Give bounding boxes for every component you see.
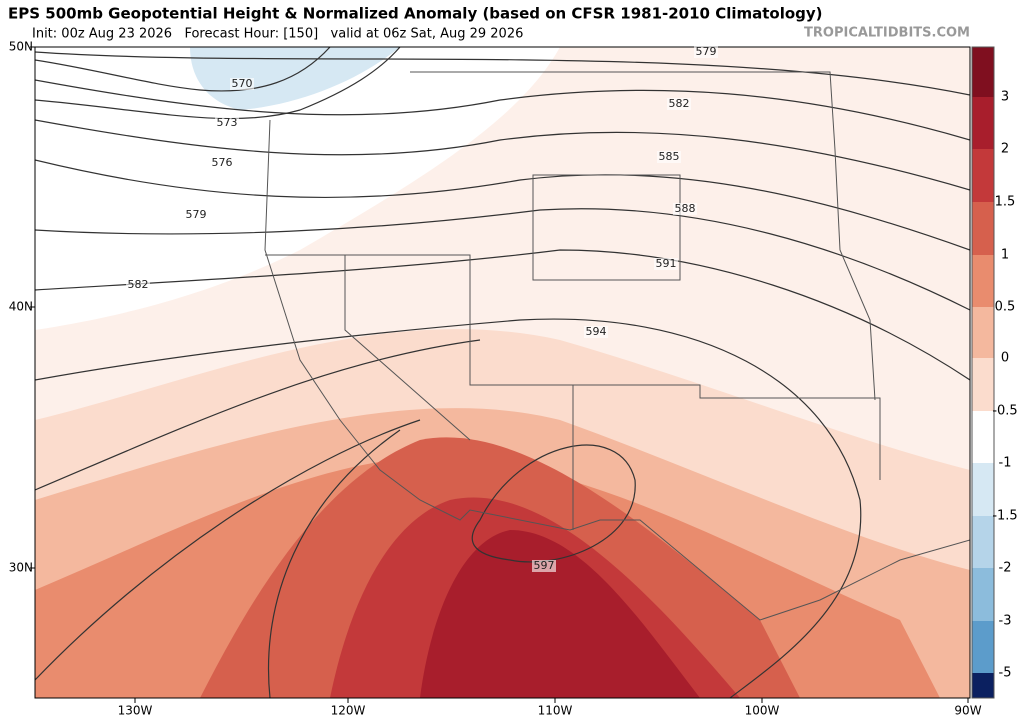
contour-label: 582 <box>128 278 149 291</box>
colorbar-swatch <box>972 149 994 202</box>
contour-label-bg <box>584 326 608 338</box>
colorbar-swatch <box>972 202 994 255</box>
contour-label-bg <box>215 117 239 129</box>
watermark: TROPICALTIDBITS.COM <box>804 26 970 41</box>
colorbar-label: 0.5 <box>995 300 1016 315</box>
contour-label: 579 <box>186 208 207 221</box>
lat-label: 40N <box>9 300 33 314</box>
map-frame <box>34 46 971 699</box>
colorbar-label: -2 <box>999 561 1012 576</box>
colorbar-swatch <box>972 307 994 358</box>
lat-label: 30N <box>9 561 33 575</box>
lon-label: 110W <box>538 704 573 718</box>
contour-label-bg <box>694 46 718 58</box>
lon-label: 90W <box>954 704 981 718</box>
colorbar-swatch <box>972 568 994 621</box>
colorbar-label: 1 <box>1001 248 1009 263</box>
colorbar-swatch <box>972 47 994 97</box>
contour-label-bg <box>654 258 678 270</box>
contour-label-bg <box>673 203 697 215</box>
contour-label-bg <box>126 279 150 291</box>
colorbar-swatch <box>972 358 994 411</box>
contour-label: 591 <box>656 257 677 270</box>
colorbar-swatch <box>972 411 994 463</box>
contour-label-bg <box>230 78 254 90</box>
colorbar-label: -1.5 <box>992 509 1017 524</box>
lon-label: 130W <box>118 704 153 718</box>
contour-label: 576 <box>212 156 233 169</box>
colorbar-label: -0.5 <box>992 404 1017 419</box>
map-area <box>35 47 970 698</box>
colorbar-swatch <box>972 463 994 516</box>
contour-label-bg <box>667 98 691 110</box>
contour-label-bg <box>184 209 208 221</box>
contour-label-bg <box>657 151 681 163</box>
colorbar-label: -3 <box>999 614 1012 629</box>
title: EPS 500mb Geopotential Height & Normaliz… <box>8 5 823 23</box>
colorbar-label: 2 <box>1001 142 1009 157</box>
colorbar-label: 0 <box>1001 351 1009 366</box>
colorbar-swatch <box>972 255 994 307</box>
colorbar-frame <box>971 46 995 699</box>
contour-label: 582 <box>669 97 690 110</box>
colorbar-label: 3 <box>1001 90 1009 105</box>
colorbar-swatch <box>972 621 994 673</box>
contour-label-bg <box>532 560 556 572</box>
contour-label: 588 <box>675 202 696 215</box>
contour-label: 594 <box>586 325 607 338</box>
lon-label: 120W <box>331 704 366 718</box>
lat-label: 50N <box>9 40 33 54</box>
colorbar-swatch <box>972 673 994 698</box>
colorbar: 3 2 1.5 1 0.5 0 -0.5 -1 -1.5 -2 -3 -5 <box>971 46 1018 699</box>
lon-label: 100W <box>745 704 780 718</box>
colorbar-swatch <box>972 97 994 149</box>
contour-label-bg <box>210 157 234 169</box>
contour-label: 597 <box>534 559 555 572</box>
contour-label: 570 <box>232 77 253 90</box>
colorbar-label: 1.5 <box>995 195 1016 210</box>
colorbar-label: -5 <box>999 666 1012 681</box>
contour-label: 579 <box>696 45 717 58</box>
colorbar-swatch <box>972 516 994 568</box>
colorbar-label: -1 <box>999 456 1012 471</box>
contour-label: 573 <box>217 116 238 129</box>
contour-label: 585 <box>659 150 680 163</box>
subtitle: Init: 00z Aug 23 2026 Forecast Hour: [15… <box>32 27 523 42</box>
